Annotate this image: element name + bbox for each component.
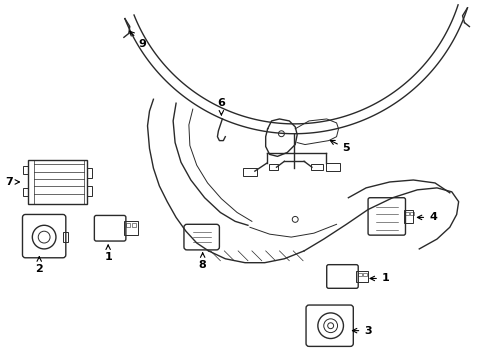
Text: 7: 7 [5,177,20,187]
Bar [358,273,362,276]
Text: 9: 9 [130,31,147,49]
Text: 2: 2 [35,257,43,274]
Bar [363,273,367,276]
Text: 8: 8 [199,253,207,270]
Bar [24,188,28,196]
Bar [411,212,415,215]
Bar [63,232,68,242]
Text: 1: 1 [370,274,390,283]
Bar [124,221,138,235]
Bar [356,271,368,282]
Bar [132,223,136,227]
Bar [28,160,88,204]
Bar [269,164,278,170]
Text: 6: 6 [218,98,225,115]
Bar [326,163,340,171]
Bar [404,210,414,223]
Bar [24,166,28,174]
Bar [88,168,93,178]
Bar [243,168,257,176]
Text: 1: 1 [104,245,112,262]
Bar [406,212,410,215]
Text: 5: 5 [330,140,350,153]
Bar [311,164,323,170]
Bar [88,186,93,196]
Bar [126,223,130,227]
Text: 4: 4 [417,212,437,222]
Text: 3: 3 [352,326,372,336]
